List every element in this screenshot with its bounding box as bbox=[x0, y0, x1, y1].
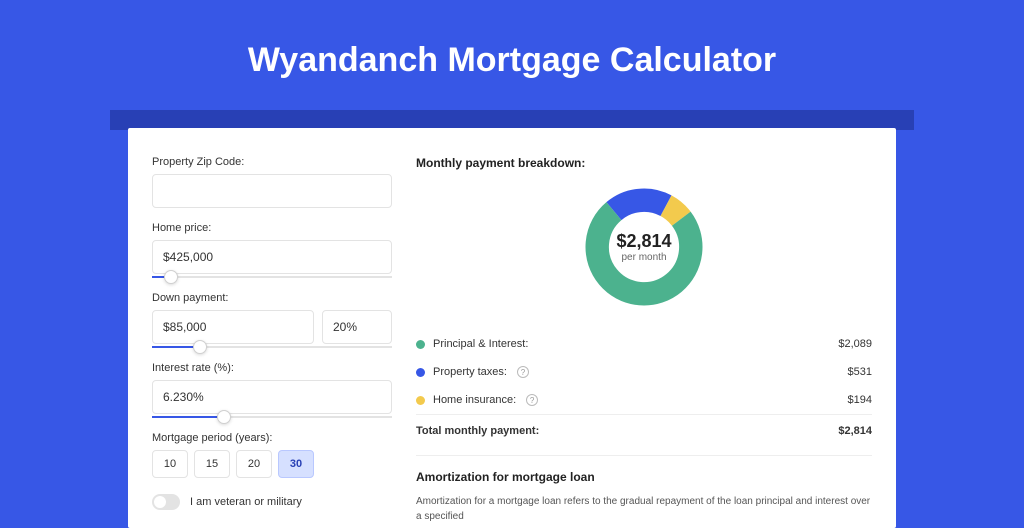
legend-dot bbox=[416, 396, 425, 405]
down-payment-slider[interactable] bbox=[152, 346, 392, 348]
amortization-title: Amortization for mortgage loan bbox=[416, 470, 872, 484]
legend-row: Principal & Interest: $2,089 bbox=[416, 330, 872, 358]
interest-rate-slider[interactable] bbox=[152, 416, 392, 418]
interest-rate-label: Interest rate (%): bbox=[152, 362, 392, 374]
home-price-slider-thumb[interactable] bbox=[164, 270, 178, 284]
total-label: Total monthly payment: bbox=[416, 425, 539, 437]
home-price-input[interactable] bbox=[152, 240, 392, 274]
calculator-card: Property Zip Code: Home price: Down paym… bbox=[128, 128, 896, 528]
down-payment-slider-thumb[interactable] bbox=[193, 340, 207, 354]
down-payment-percent-input[interactable] bbox=[322, 310, 392, 344]
info-icon[interactable]: ? bbox=[526, 394, 538, 406]
period-button-10[interactable]: 10 bbox=[152, 450, 188, 478]
legend-label: Principal & Interest: bbox=[433, 338, 528, 350]
donut-chart: $2,814 per month bbox=[579, 182, 709, 312]
legend-value: $531 bbox=[848, 366, 872, 378]
legend-row: Property taxes:? $531 bbox=[416, 358, 872, 386]
period-button-15[interactable]: 15 bbox=[194, 450, 230, 478]
period-button-30[interactable]: 30 bbox=[278, 450, 314, 478]
accent-band bbox=[110, 110, 914, 130]
legend-label: Home insurance: bbox=[433, 394, 516, 406]
breakdown-panel: Monthly payment breakdown: $2,814 per mo… bbox=[416, 156, 872, 528]
info-icon[interactable]: ? bbox=[517, 366, 529, 378]
form-panel: Property Zip Code: Home price: Down paym… bbox=[152, 156, 392, 528]
home-price-slider[interactable] bbox=[152, 276, 392, 278]
home-price-label: Home price: bbox=[152, 222, 392, 234]
period-label: Mortgage period (years): bbox=[152, 432, 392, 444]
down-payment-label: Down payment: bbox=[152, 292, 392, 304]
total-value: $2,814 bbox=[838, 425, 872, 437]
legend-value: $194 bbox=[848, 394, 872, 406]
page-title: Wyandanch Mortgage Calculator bbox=[248, 41, 776, 80]
period-button-20[interactable]: 20 bbox=[236, 450, 272, 478]
legend-label: Property taxes: bbox=[433, 366, 507, 378]
zip-label: Property Zip Code: bbox=[152, 156, 392, 168]
interest-rate-input[interactable] bbox=[152, 380, 392, 414]
interest-rate-slider-fill bbox=[152, 416, 224, 418]
legend-dot bbox=[416, 368, 425, 377]
legend-row: Home insurance:? $194 bbox=[416, 386, 872, 414]
veteran-toggle[interactable] bbox=[152, 494, 180, 510]
period-group: 10152030 bbox=[152, 450, 392, 478]
breakdown-title: Monthly payment breakdown: bbox=[416, 156, 872, 170]
zip-input[interactable] bbox=[152, 174, 392, 208]
veteran-label: I am veteran or military bbox=[190, 496, 302, 508]
legend-value: $2,089 bbox=[838, 338, 872, 350]
interest-rate-slider-thumb[interactable] bbox=[217, 410, 231, 424]
legend-dot bbox=[416, 340, 425, 349]
amortization-text: Amortization for a mortgage loan refers … bbox=[416, 494, 872, 524]
down-payment-input[interactable] bbox=[152, 310, 314, 344]
